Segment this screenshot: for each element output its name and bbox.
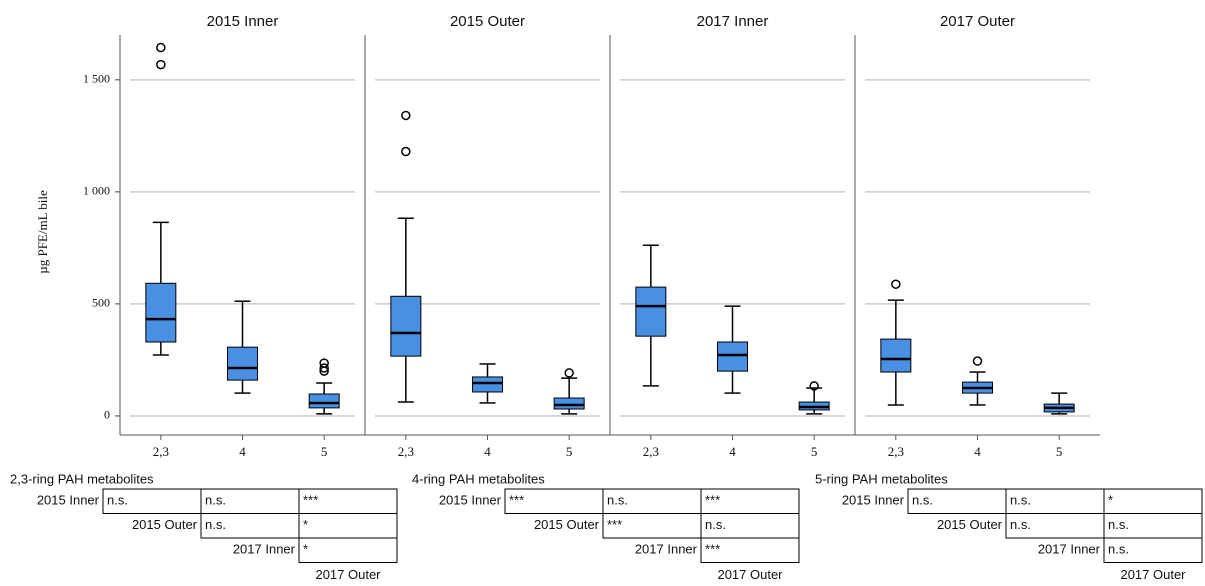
y-tick-label: 1 500 [83,72,110,86]
cell-text: n.s. [1010,517,1031,532]
x-tick-label: 4 [729,444,736,459]
outlier [401,110,411,121]
outlier [809,381,819,391]
x-tick-label: 4 [239,444,246,459]
outlier [891,279,901,289]
x-tick-label: 2,3 [153,444,169,459]
row-label: 2015 Outer [937,517,1003,532]
box [717,341,748,372]
outlier [972,356,983,366]
cell-text: *** [705,542,720,557]
cell-text: n.s. [912,493,933,508]
box [880,338,912,373]
row-label: 2015 Inner [842,493,905,508]
x-tick-label: 4 [974,444,981,459]
row-label: 2015 Outer [132,517,198,532]
panel-title: 2017 Inner [697,13,769,30]
table-footer: 2017 Outer [717,567,783,582]
y-tick-label: 0 [104,408,110,422]
outlier [156,59,166,70]
y-tick-label: 500 [92,296,110,310]
x-tick-label: 5 [1056,444,1063,459]
table-cell [700,537,800,563]
panel-title: 2015 Inner [207,13,279,30]
cell-text: *** [509,493,524,508]
cell-text: * [303,517,308,532]
table-title: 5-ring PAH metabolites [815,471,948,486]
cell-text: n.s. [607,493,628,508]
cell-text: *** [303,493,318,508]
row-label: 2017 Inner [233,542,296,557]
box [145,282,177,343]
table-cell [1103,488,1203,514]
cell-text: n.s. [1108,542,1129,557]
cell-text: n.s. [205,493,226,508]
table-cell [298,537,398,563]
outlier [401,146,411,157]
table-cell [1103,537,1203,563]
box [227,346,258,381]
box [390,295,422,357]
table-cell [298,513,398,539]
row-label: 2015 Inner [439,493,502,508]
outlier [156,42,166,53]
x-tick-label: 2,3 [643,444,659,459]
row-label: 2017 Inner [1038,542,1101,557]
box [553,397,585,410]
cell-text: *** [705,493,720,508]
cell-text: n.s. [1108,517,1129,532]
row-label: 2017 Inner [635,542,698,557]
cell-text: n.s. [107,493,128,508]
outlier [319,363,329,373]
cell-text: *** [607,517,622,532]
row-label: 2015 Inner [37,493,100,508]
outlier [319,358,329,368]
y-axis-label: µg PFE/mL bile [35,190,50,274]
outlier [564,368,574,378]
table-title: 2,3-ring PAH metabolites [10,471,154,486]
table-title: 4-ring PAH metabolites [412,471,545,486]
box [472,376,503,393]
cell-text: n.s. [705,517,726,532]
cell-text: n.s. [1010,493,1031,508]
x-tick-label: 4 [484,444,491,459]
panel-title: 2015 Outer [450,13,525,30]
x-tick-label: 5 [811,444,818,459]
table-footer: 2017 Outer [1120,567,1186,582]
y-tick-label: 1 000 [83,184,110,198]
box [635,286,667,337]
cell-text: n.s. [205,517,226,532]
x-tick-label: 5 [321,444,328,459]
x-tick-label: 5 [566,444,573,459]
table-footer: 2017 Outer [315,567,381,582]
row-label: 2015 Outer [534,517,600,532]
x-tick-label: 2,3 [888,444,904,459]
x-tick-label: 2,3 [398,444,414,459]
box [308,393,340,409]
panel-title: 2017 Outer [940,13,1015,30]
cell-text: * [303,542,308,557]
cell-text: * [1108,493,1113,508]
